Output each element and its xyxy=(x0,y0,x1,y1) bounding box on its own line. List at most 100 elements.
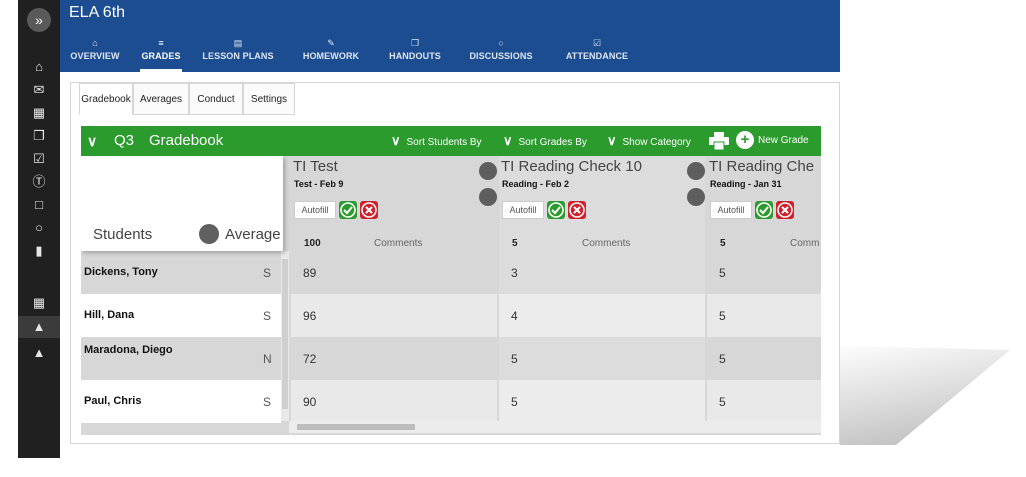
close-icon[interactable] xyxy=(776,201,794,219)
subtab-averages[interactable]: Averages xyxy=(133,83,189,115)
tab-discussions[interactable]: ○ DISCUSSIONS xyxy=(462,36,540,72)
score-cell[interactable]: 5 xyxy=(707,251,821,294)
copy-icon[interactable]: ❐ xyxy=(33,128,45,143)
chart-icon[interactable] xyxy=(199,224,219,244)
gradebook-grid: Students Average Dickens, Tony S Hill, D… xyxy=(81,156,821,435)
student-name[interactable]: Maradona, Diego xyxy=(84,344,173,356)
score-value[interactable]: 90 xyxy=(303,395,317,409)
chart-icon[interactable] xyxy=(479,188,497,206)
autofill-input[interactable]: Autofill xyxy=(502,201,544,219)
average-column-label[interactable]: Average xyxy=(225,226,281,243)
comments-label[interactable]: Comments xyxy=(374,238,423,249)
comments-label[interactable]: Comments xyxy=(582,238,631,249)
score-value[interactable]: 89 xyxy=(303,266,317,280)
check-icon[interactable] xyxy=(339,201,357,219)
check-icon[interactable] xyxy=(755,201,773,219)
tab-grades[interactable]: ≡ GRADES xyxy=(140,36,182,72)
score-cell[interactable]: 4 xyxy=(499,294,705,337)
edit-icon[interactable] xyxy=(479,162,497,180)
tab-overview[interactable]: ⌂ OVERVIEW xyxy=(66,36,124,72)
student-name[interactable]: Dickens, Tony xyxy=(84,266,158,278)
subtab-settings[interactable]: Settings xyxy=(243,83,295,115)
score-cell[interactable]: 90 xyxy=(291,380,497,423)
table-row[interactable]: Paul, Chris S xyxy=(81,380,281,423)
assignment-subtitle: Reading - Feb 2 xyxy=(502,179,570,189)
gradebook-card: Gradebook Averages Conduct Settings ∨ Q3… xyxy=(70,82,840,444)
tab-attendance-label: ATTENDANCE xyxy=(565,51,629,61)
assignment-title[interactable]: TI Reading Check 10 xyxy=(501,158,642,175)
score-cell[interactable]: 5 xyxy=(499,337,705,380)
score-value[interactable]: 4 xyxy=(511,309,518,323)
autofill-input[interactable]: Autofill xyxy=(710,201,752,219)
edit-icon[interactable] xyxy=(687,162,705,180)
comments-label[interactable]: Comm xyxy=(790,238,820,249)
chat-icon[interactable]: ○ xyxy=(35,220,43,235)
mail-icon[interactable]: ✉ xyxy=(33,82,45,97)
drop-shadow xyxy=(820,345,1010,445)
score-cell[interactable]: 5 xyxy=(707,294,821,337)
tab-overview-label: OVERVIEW xyxy=(70,51,120,61)
score-cell[interactable]: 3 xyxy=(499,251,705,294)
calendar-icon[interactable]: ▦ xyxy=(32,105,46,120)
scroll-thumb[interactable] xyxy=(297,424,415,430)
student-name[interactable]: Paul, Chris xyxy=(84,395,142,407)
graduation-cap-icon-2[interactable]: ▲ xyxy=(32,345,46,360)
student-name[interactable]: Hill, Dana xyxy=(84,309,135,321)
score-value[interactable]: 5 xyxy=(719,352,726,366)
tab-handouts[interactable]: ❐ HANDOUTS xyxy=(384,36,446,72)
sort-grades-dropdown[interactable]: ∨ Sort Grades By xyxy=(503,126,587,158)
new-grade-button[interactable]: + New Grade xyxy=(736,126,809,156)
autofill-input[interactable]: Autofill xyxy=(294,201,336,219)
check-icon[interactable] xyxy=(547,201,565,219)
score-cell[interactable]: 5 xyxy=(707,380,821,423)
score-cell[interactable]: 5 xyxy=(499,380,705,423)
vertical-scrollbar[interactable] xyxy=(281,251,289,421)
chart-icon[interactable] xyxy=(687,188,705,206)
score-cell[interactable]: 72 xyxy=(291,337,497,380)
dollar-icon[interactable]: Ⓣ xyxy=(32,174,46,189)
grid-icon[interactable]: ▦ xyxy=(32,295,46,310)
tab-homework[interactable]: ✎ HOMEWORK xyxy=(296,36,366,72)
score-cell[interactable]: 96 xyxy=(291,294,497,337)
show-category-dropdown[interactable]: ∨ Show Category xyxy=(607,126,691,158)
score-cell[interactable]: 5 xyxy=(707,337,821,380)
clipboard-check-icon: ☑ xyxy=(592,38,602,48)
assignment-subtitle: Test - Feb 9 xyxy=(294,179,344,189)
file-icon[interactable]: □ xyxy=(35,197,43,212)
tab-attendance[interactable]: ☑ ATTENDANCE xyxy=(558,36,636,72)
score-value[interactable]: 3 xyxy=(511,266,518,280)
scroll-thumb[interactable] xyxy=(282,259,288,409)
students-column-label[interactable]: Students xyxy=(93,226,153,243)
subtab-gradebook[interactable]: Gradebook xyxy=(79,83,133,115)
clipboard-check-icon[interactable]: ☑ xyxy=(33,151,45,166)
score-cell[interactable]: 89 xyxy=(291,251,497,294)
student-average: N xyxy=(263,352,272,366)
score-value[interactable]: 5 xyxy=(719,395,726,409)
score-value[interactable]: 72 xyxy=(303,352,317,366)
score-value[interactable]: 5 xyxy=(719,266,726,280)
student-average: S xyxy=(263,309,272,323)
score-value[interactable]: 5 xyxy=(511,352,518,366)
home-icon[interactable]: ⌂ xyxy=(35,59,43,74)
table-row[interactable]: Maradona, Diego N xyxy=(81,337,281,380)
assignment-title[interactable]: TI Test xyxy=(293,158,338,175)
close-icon[interactable] xyxy=(568,201,586,219)
sort-students-dropdown[interactable]: ∨ Sort Students By xyxy=(391,126,482,158)
print-icon[interactable] xyxy=(709,132,729,150)
close-icon[interactable] xyxy=(360,201,378,219)
score-value[interactable]: 96 xyxy=(303,309,317,323)
assignment-title[interactable]: TI Reading Che xyxy=(709,158,815,175)
expand-rail-button[interactable]: » xyxy=(27,8,51,32)
table-row[interactable]: Hill, Dana S xyxy=(81,294,281,337)
chevron-down-icon: ∨ xyxy=(503,133,513,148)
horizontal-scrollbar[interactable] xyxy=(289,421,821,433)
collapse-chevron-icon[interactable]: ∨ xyxy=(87,133,98,149)
score-value[interactable]: 5 xyxy=(511,395,518,409)
document-icon[interactable]: ▮ xyxy=(35,243,43,258)
tab-lesson-plans[interactable]: ▤ LESSON PLANS xyxy=(202,36,274,72)
new-grade-label: New Grade xyxy=(758,135,809,146)
graduation-cap-icon[interactable]: ▲ xyxy=(18,316,60,338)
score-value[interactable]: 5 xyxy=(719,309,726,323)
table-row[interactable]: Dickens, Tony S xyxy=(81,251,281,294)
subtab-conduct[interactable]: Conduct xyxy=(189,83,243,115)
